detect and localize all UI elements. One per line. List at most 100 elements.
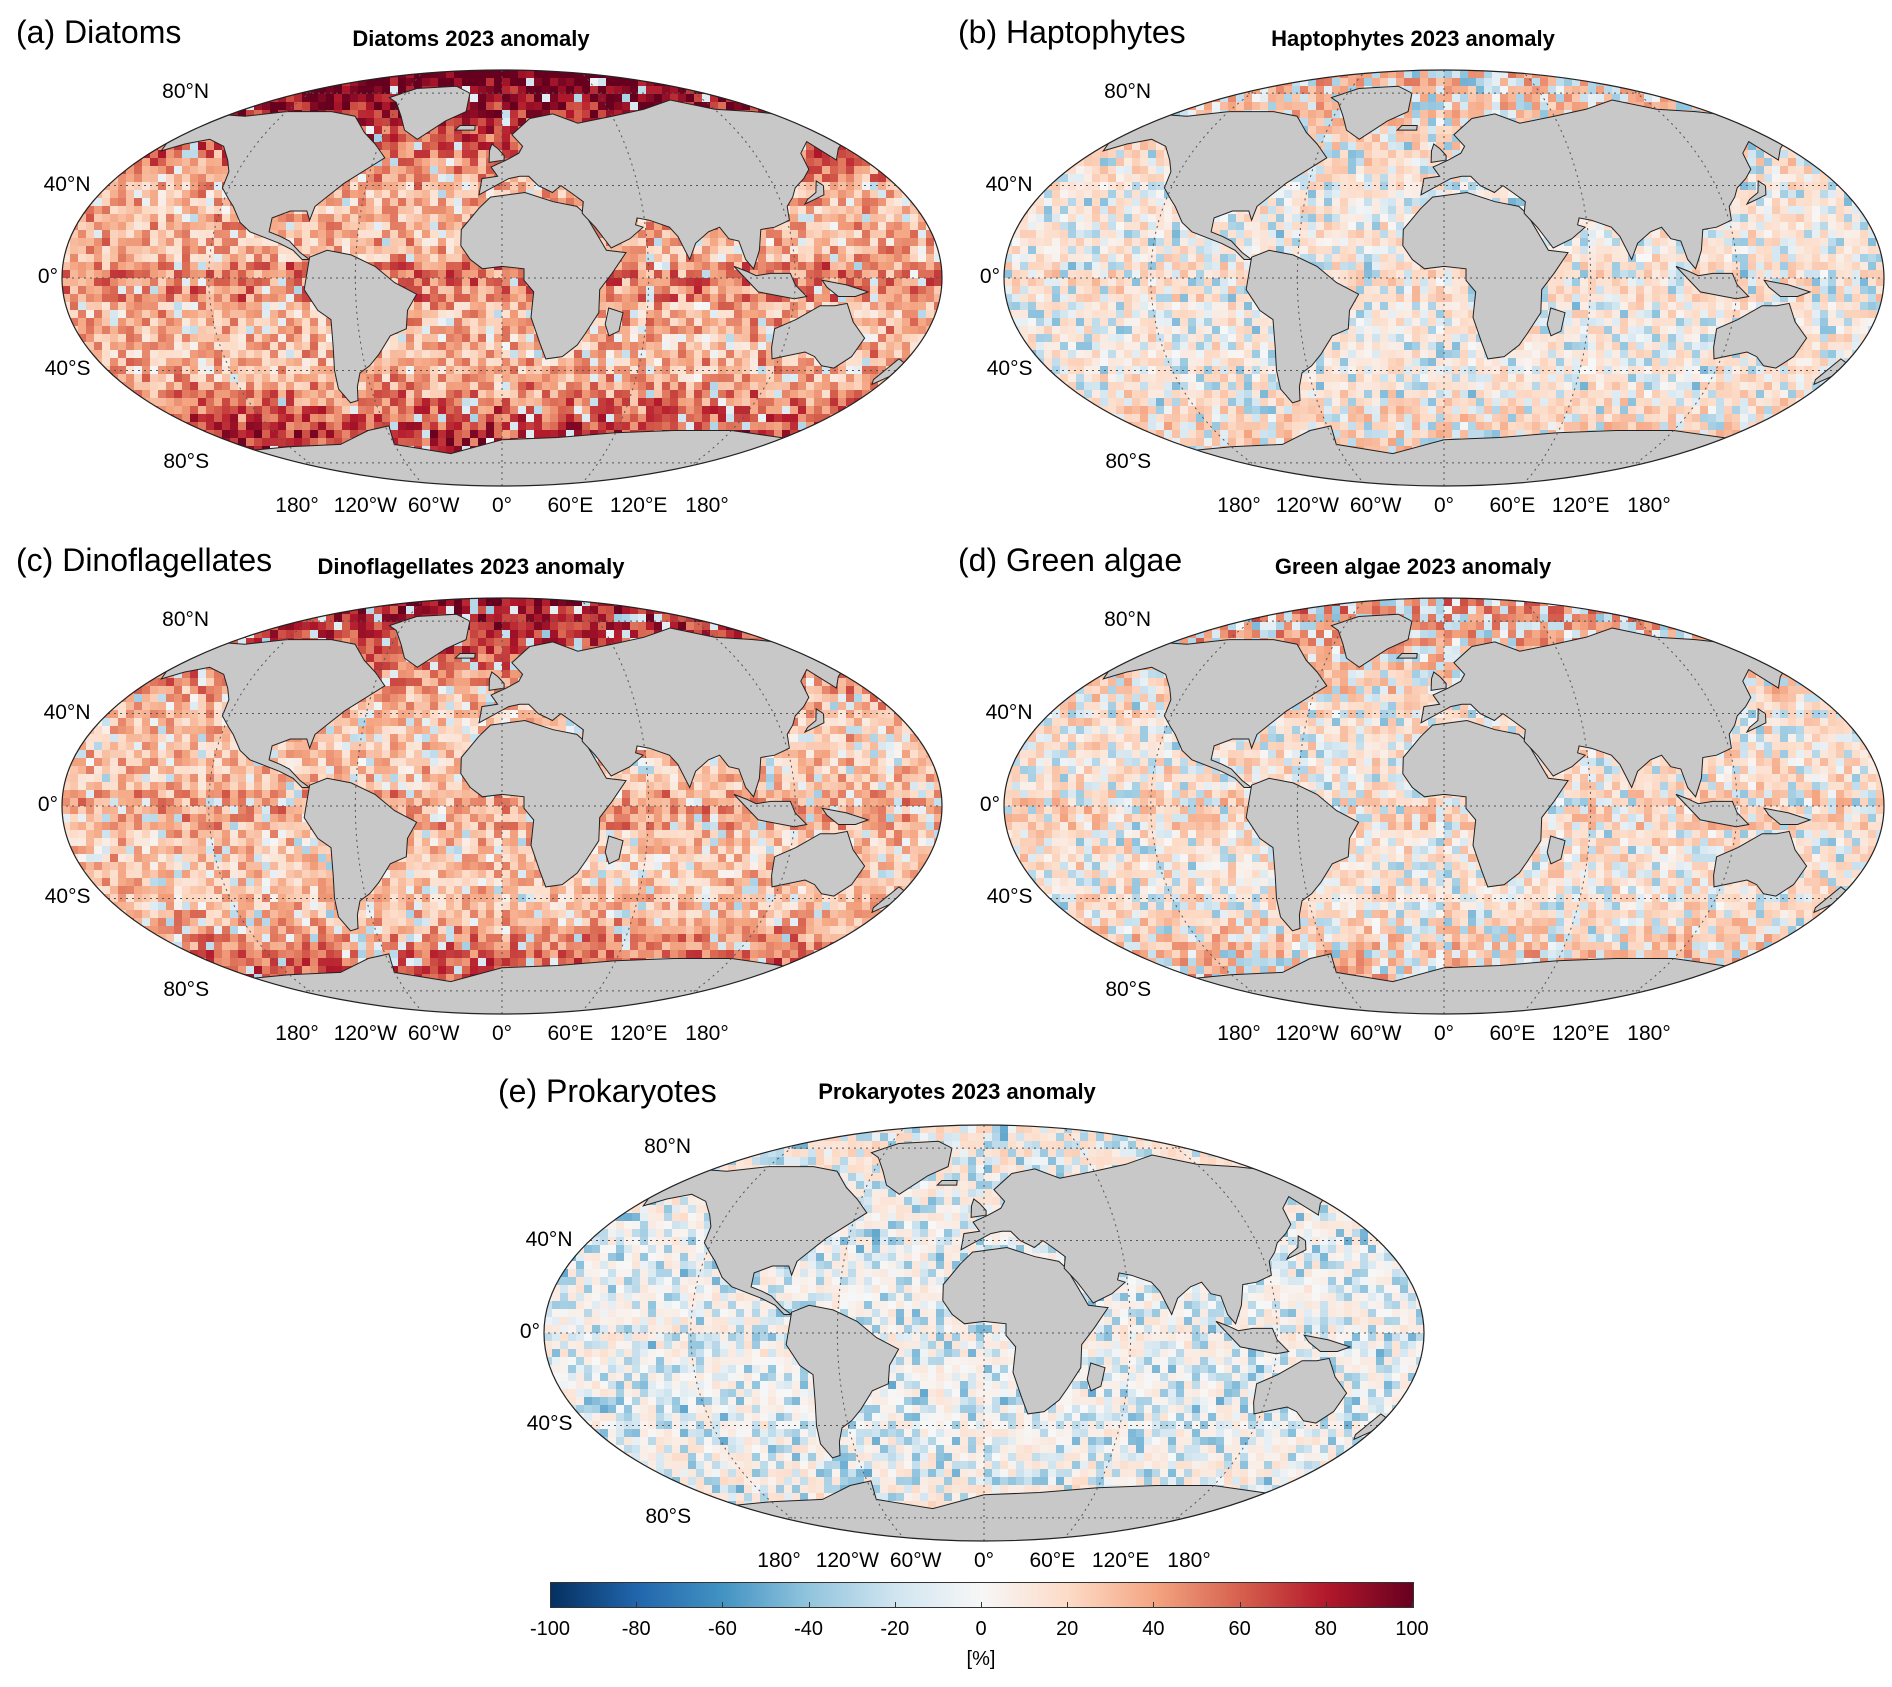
colorbar-unit: [%] <box>931 1648 1031 1671</box>
land-greenland <box>870 1140 953 1195</box>
land-africa <box>460 719 627 888</box>
land-japan <box>803 707 825 734</box>
land-south-america <box>1245 249 1360 404</box>
meridian-line <box>1521 598 1592 1014</box>
lon-label: 180° <box>1134 1549 1244 1573</box>
panel-label: (d) Green algae <box>958 542 1182 579</box>
lat-label: 40°N <box>482 1228 573 1252</box>
colorbar-gradient <box>550 1582 1414 1608</box>
land-iceland <box>453 653 476 659</box>
land-australia <box>771 302 866 369</box>
lat-label: 80°N <box>601 1135 691 1159</box>
lat-label: 80°N <box>119 80 209 104</box>
colorbar-tick-label: -80 <box>601 1618 671 1641</box>
land-eurasia <box>1420 627 1796 798</box>
land-australia <box>1253 1357 1348 1424</box>
panel-label: (a) Diatoms <box>16 14 181 51</box>
lon-label: 60°W <box>379 494 489 518</box>
land-africa <box>942 1246 1109 1415</box>
colorbar-tick-mark <box>808 1602 810 1607</box>
colorbar-tick-mark <box>981 1602 982 1607</box>
land-eurasia <box>960 1154 1336 1325</box>
lat-label: 80°S <box>119 978 209 1002</box>
land-iceland <box>1395 653 1418 659</box>
lon-label: 120°W <box>1252 494 1362 518</box>
lon-label: 0° <box>447 1022 557 1046</box>
land-eurasia <box>478 99 854 270</box>
colorbar-tick-mark <box>1239 1602 1241 1607</box>
colorbar-tick-label: -20 <box>860 1618 930 1641</box>
land-uk <box>1430 143 1447 163</box>
panel-title: Haptophytes 2023 anomaly <box>938 26 1888 52</box>
lat-label: 80°S <box>1061 978 1151 1002</box>
colorbar-tick-label: -60 <box>687 1618 757 1641</box>
map-outline <box>61 597 943 1015</box>
land-greenland <box>388 85 471 140</box>
land-madagascar <box>1086 1362 1106 1392</box>
lon-label: 180° <box>242 494 352 518</box>
land-uk <box>488 671 505 691</box>
colorbar-tick-label: 0 <box>946 1618 1016 1641</box>
lat-label: 0° <box>910 265 1000 289</box>
lon-label: 0° <box>1389 1022 1499 1046</box>
colorbar-tick-label: 40 <box>1118 1618 1188 1641</box>
panel-label: (b) Haptophytes <box>958 14 1186 51</box>
map-outline <box>543 1124 1425 1542</box>
map-projection <box>543 1124 1425 1542</box>
lon-label: 60°E <box>997 1549 1107 1573</box>
land-africa <box>1402 719 1569 888</box>
land-africa <box>460 191 627 360</box>
panel-title: Dinoflagellates 2023 anomaly <box>0 554 946 580</box>
land-iceland <box>935 1180 958 1186</box>
land-madagascar <box>1546 307 1566 337</box>
lon-label: 180° <box>724 1549 834 1573</box>
colorbar-tick-mark <box>722 1602 724 1607</box>
lat-label: 0° <box>0 265 58 289</box>
meridian-line <box>836 1125 907 1541</box>
meridian-line <box>579 70 650 486</box>
land-eurasia <box>478 627 854 798</box>
lat-label: 80°S <box>119 450 209 474</box>
land-greenland <box>388 613 471 668</box>
panel-title: Green algae 2023 anomaly <box>938 554 1888 580</box>
land-madagascar <box>604 307 624 337</box>
lat-label: 40°S <box>0 357 91 381</box>
colorbar-tick-mark <box>1153 1602 1155 1607</box>
colorbar: -100 -80 -60 -40 -20 0 20 40 60 80 100 [%] <box>510 1582 1429 1682</box>
meridian-line <box>1296 70 1367 486</box>
lon-label: 180° <box>1594 494 1704 518</box>
lon-label: 180° <box>242 1022 352 1046</box>
lat-label: 40°S <box>0 885 91 909</box>
land-uk <box>488 143 505 163</box>
map-projection <box>61 69 943 487</box>
graticule <box>62 598 942 1014</box>
colorbar-tick-label: 100 <box>1377 1618 1447 1641</box>
colorbar-tick-mark <box>1067 1602 1069 1607</box>
colorbar-tick-label: 20 <box>1032 1618 1102 1641</box>
panel-title: Prokaryotes 2023 anomaly <box>482 1079 1432 1105</box>
land-indonesia <box>1215 1320 1290 1355</box>
graticule <box>1004 70 1884 486</box>
colorbar-tick-mark <box>636 1602 638 1607</box>
colorbar-tick-label: -40 <box>774 1618 844 1641</box>
lon-label: 60°W <box>1321 1022 1431 1046</box>
panel-green-algae: (d) Green algae Green algae 2023 anomaly… <box>942 528 1892 1068</box>
land-madagascar <box>1546 835 1566 865</box>
land-japan <box>1285 1234 1307 1261</box>
colorbar-tick-label: 80 <box>1291 1618 1361 1641</box>
land-new-guinea <box>1763 807 1812 825</box>
land-south-america <box>785 1304 900 1459</box>
meridian-line <box>354 598 425 1014</box>
land-australia <box>1713 302 1808 369</box>
lon-label: 180° <box>1184 1022 1294 1046</box>
lat-label: 40°N <box>0 173 91 197</box>
panel-diatoms: (a) Diatoms Diatoms 2023 anomaly 80°N 40°… <box>0 0 950 540</box>
lon-label: 60°E <box>515 1022 625 1046</box>
lon-label: 60°W <box>379 1022 489 1046</box>
panel-dinoflagellates: (c) Dinoflagellates Dinoflagellates 2023… <box>0 528 950 1068</box>
meridian-line <box>354 70 425 486</box>
land-new-guinea <box>1303 1334 1352 1352</box>
land-new-guinea <box>821 279 870 297</box>
lon-label: 120°E <box>584 1022 694 1046</box>
lon-label: 0° <box>447 494 557 518</box>
